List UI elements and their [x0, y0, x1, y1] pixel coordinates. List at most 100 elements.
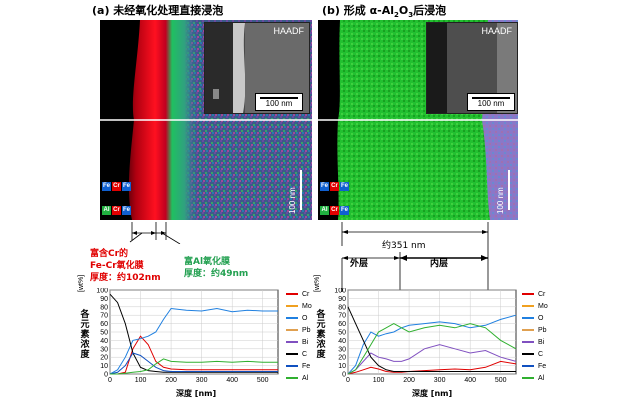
- panel-b-ytick-label: 0: [342, 372, 346, 379]
- panel-a-legend-label: Al: [302, 374, 309, 382]
- panel-b-ytick-label: 70: [338, 313, 346, 320]
- fe-badge-3: Fe: [122, 206, 131, 215]
- panel-b-thickness-arrows: [341, 222, 489, 292]
- al-film-annotation: 富Al氧化膜 厚度：约49nm: [184, 256, 248, 280]
- panel-b-inset-scale-text: 100 nm: [477, 99, 505, 108]
- panel-b-legend-swatch: [522, 353, 534, 355]
- panel-b-legend-swatch: [522, 365, 534, 367]
- panel-b-legend-item-cr: Cr: [522, 288, 548, 300]
- al-badge-b: Al: [320, 206, 329, 215]
- panel-b-legend-swatch: [522, 293, 534, 295]
- panel-a-ytick-label: 30: [100, 346, 108, 353]
- panel-a-legend-item-mo: Mo: [286, 300, 312, 312]
- panel-b-legend-label: Cr: [538, 290, 546, 298]
- panel-b-ylabel: 各元素浓度: [316, 310, 326, 360]
- panel-b-ytick-label: 50: [338, 330, 346, 337]
- panel-b-legend-item-c: C: [522, 348, 548, 360]
- panel-a-map-scale-text: 100 nm: [288, 187, 297, 214]
- panel-a-legend-label: C: [302, 350, 308, 358]
- panel-a-legend-swatch: [286, 353, 298, 355]
- panel-a-ylabel: 各元素浓度: [80, 310, 90, 360]
- panel-a-legend-swatch: [286, 317, 298, 319]
- panel-b-series-c: [347, 306, 516, 372]
- cr-badge-2: Cr: [112, 206, 121, 215]
- panel-a-series-o: [109, 307, 278, 375]
- panel-b-xtick-label: 100: [373, 377, 385, 384]
- panel-a-thickness-arrows: [129, 222, 181, 244]
- cr-badge: Cr: [112, 182, 121, 191]
- panel-b-title-mid: O: [398, 4, 409, 17]
- panel-a-yunit: [wt%]: [78, 274, 85, 292]
- panel-b-legend-label: Bi: [538, 338, 545, 346]
- panel-b-haadf-label: HAADF: [481, 26, 512, 36]
- panel-a-legend-label: Fe: [302, 362, 311, 370]
- cr-film-thickness: 厚度：约102nm: [90, 273, 161, 283]
- panel-a-ytick-label: 70: [100, 313, 108, 320]
- al-film-name: 富Al氧化膜: [184, 257, 231, 267]
- panel-b-ytick-label: 30: [338, 346, 346, 353]
- panel-b-legend-item-mo: Mo: [522, 300, 548, 312]
- fe-badge-2: Fe: [122, 182, 131, 191]
- panel-b-series-al: [347, 323, 517, 375]
- panel-b-ytick-label: 90: [338, 296, 346, 303]
- panel-b-haadf-inset: HAADF 100 nm: [426, 22, 518, 114]
- panel-b-legend-label: Mo: [538, 302, 548, 310]
- cr-badge-b: Cr: [330, 182, 339, 191]
- panel-b-inset-scalebar: 100 nm: [467, 93, 515, 111]
- outer-layer-label: 外层: [350, 259, 369, 269]
- panel-a-ytick-label: 0: [104, 372, 108, 379]
- panel-b-legend-item-bi: Bi: [522, 336, 548, 348]
- panel-b-legend-swatch: [522, 341, 534, 343]
- panel-a-title: (a) 未经氧化处理直接浸泡: [92, 4, 224, 17]
- fe-badge-b3: Fe: [340, 206, 349, 215]
- panel-a-ytick-label: 40: [100, 338, 108, 345]
- panel-b-ytick-label: 10: [338, 363, 346, 370]
- panel-a-ytick-label: 10: [100, 363, 108, 370]
- panel-a-series-fe: [109, 352, 278, 375]
- panel-a-xtick-label: 200: [165, 377, 177, 384]
- panel-b-legend-label: C: [538, 350, 544, 358]
- panel-b-series-bi: [347, 344, 517, 375]
- panel-b-xtick-label: 400: [464, 377, 476, 384]
- panel-a-ytick-label: 80: [100, 304, 108, 311]
- panel-a-xtick-label: 500: [257, 377, 269, 384]
- panel-a-map-scalebar: [300, 170, 302, 210]
- panel-b-xlabel: 深度 [nm]: [412, 389, 453, 398]
- panel-a-legend: Cr Mo O Pb Bi C Fe Al: [286, 288, 312, 384]
- panel-b-map-scalebar: [508, 170, 510, 210]
- inner-layer-label: 内层: [430, 259, 449, 269]
- panel-a-legend-swatch: [286, 341, 298, 343]
- panel-a-ytick-label: 90: [100, 296, 108, 303]
- panel-b-map-scale-text: 100 nm: [496, 187, 505, 214]
- panel-b-eds-map: HAADF 100 nm Fe Cr Fe Al Cr Fe 100 nm: [318, 20, 518, 220]
- panel-a-legend-label: Pb: [302, 326, 311, 334]
- cr-film-name: Fe-Cr氧化膜: [90, 261, 144, 271]
- panel-b-legend-label: O: [538, 314, 544, 322]
- panel-a-ytick-label: 100: [96, 288, 108, 295]
- panel-b-legend-item-al: Al: [522, 372, 548, 384]
- fe-badge-b: Fe: [320, 182, 329, 191]
- panel-b-xtick-label: 300: [434, 377, 446, 384]
- panel-b-legend-item-pb: Pb: [522, 324, 548, 336]
- panel-b-ytick-label: 100: [334, 288, 346, 295]
- panel-b-legend: Cr Mo O Pb Bi C Fe Al: [522, 288, 548, 384]
- panel-a-legend-item-al: Al: [286, 372, 312, 384]
- panel-b-ytick-label: 20: [338, 355, 346, 362]
- panel-b-legend-label: Al: [538, 374, 545, 382]
- panel-b-xtick-label: 0: [346, 377, 350, 384]
- panel-b-legend-item-fe: Fe: [522, 360, 548, 372]
- panel-a-legend-item-bi: Bi: [286, 336, 312, 348]
- panel-a-legend-label: Bi: [302, 338, 309, 346]
- total-thickness-label: 约351 nm: [382, 241, 426, 251]
- panel-a-inset-scalebar: 100 nm: [255, 93, 303, 111]
- panel-b-legend-swatch: [522, 329, 534, 331]
- panel-a-xtick-label: 300: [196, 377, 208, 384]
- panel-a-legend-swatch: [286, 329, 298, 331]
- panel-a-legend-item-c: C: [286, 348, 312, 360]
- panel-b-ytick-label: 40: [338, 338, 346, 345]
- fe-badge-b2: Fe: [340, 182, 349, 191]
- panel-b-xtick-label: 200: [403, 377, 415, 384]
- panel-b-legend-swatch: [522, 317, 534, 319]
- panel-a-series-c: [109, 293, 278, 373]
